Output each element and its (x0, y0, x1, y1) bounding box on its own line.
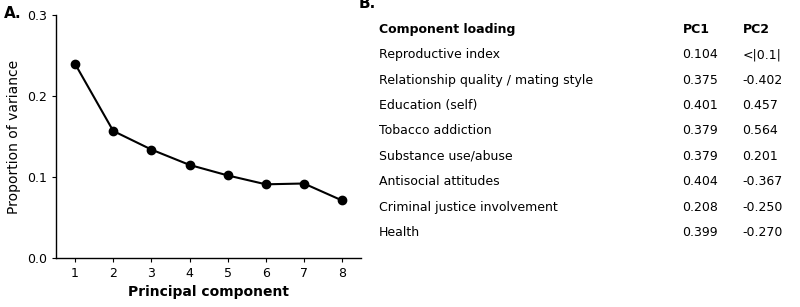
Text: PC2: PC2 (742, 23, 770, 36)
Text: <|0.1|: <|0.1| (742, 48, 782, 61)
Text: Antisocial attitudes: Antisocial attitudes (379, 175, 500, 188)
Text: Reproductive index: Reproductive index (379, 48, 500, 61)
Text: -0.250: -0.250 (742, 201, 783, 214)
Text: Substance use/abuse: Substance use/abuse (379, 150, 513, 163)
Text: 0.208: 0.208 (682, 201, 718, 214)
Text: 0.104: 0.104 (682, 48, 718, 61)
Text: A.: A. (4, 6, 22, 21)
Text: Relationship quality / mating style: Relationship quality / mating style (379, 74, 594, 87)
Text: 0.399: 0.399 (682, 226, 718, 239)
Text: 0.404: 0.404 (682, 175, 718, 188)
Y-axis label: Proportion of variance: Proportion of variance (7, 60, 22, 214)
Text: 0.379: 0.379 (682, 125, 718, 138)
Text: 0.201: 0.201 (742, 150, 778, 163)
Text: B.: B. (358, 0, 376, 11)
Text: 0.564: 0.564 (742, 125, 778, 138)
Text: -0.402: -0.402 (742, 74, 782, 87)
Text: 0.379: 0.379 (682, 150, 718, 163)
Text: Criminal justice involvement: Criminal justice involvement (379, 201, 558, 214)
Text: Tobacco addiction: Tobacco addiction (379, 125, 492, 138)
X-axis label: Principal component: Principal component (128, 286, 289, 299)
Text: 0.401: 0.401 (682, 99, 718, 112)
Text: 0.375: 0.375 (682, 74, 718, 87)
Text: Education (self): Education (self) (379, 99, 478, 112)
Text: PC1: PC1 (682, 23, 710, 36)
Text: Health: Health (379, 226, 420, 239)
Text: 0.457: 0.457 (742, 99, 778, 112)
Text: -0.367: -0.367 (742, 175, 782, 188)
Text: -0.270: -0.270 (742, 226, 783, 239)
Text: Component loading: Component loading (379, 23, 515, 36)
